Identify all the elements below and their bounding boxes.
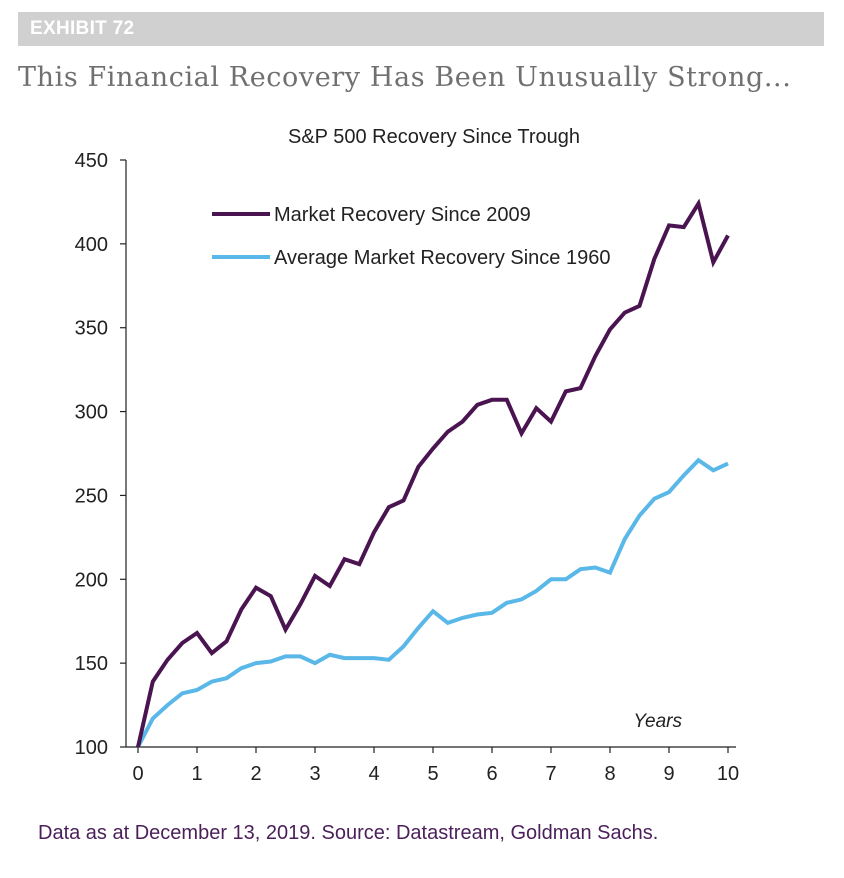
x-tick-label: 10 bbox=[717, 763, 739, 785]
x-tick-label: 3 bbox=[309, 763, 320, 785]
x-tick-label: 5 bbox=[427, 763, 438, 785]
y-tick-label: 100 bbox=[75, 737, 108, 759]
y-tick-label: 350 bbox=[75, 318, 108, 340]
series-layer bbox=[136, 198, 730, 748]
headline: This Financial Recovery Has Been Unusual… bbox=[18, 62, 792, 93]
exhibit-label: EXHIBIT 72 bbox=[30, 18, 135, 39]
y-tick-label: 450 bbox=[75, 150, 108, 172]
x-tick-label: 4 bbox=[368, 763, 379, 785]
x-tick-label: 2 bbox=[250, 763, 261, 785]
chart-axes: 100 150 200 250 300 350 400 450 0 1 2 3 4 5 6 7 8 9 10 bbox=[75, 150, 740, 785]
x-tick-label: 8 bbox=[604, 763, 615, 785]
chart-legend: Market Recovery Since 2009 Average Marke… bbox=[212, 204, 610, 269]
y-tick-label: 200 bbox=[75, 569, 108, 591]
footnote: Data as at December 13, 2019. Source: Da… bbox=[38, 822, 659, 844]
x-axis-label: Years bbox=[633, 711, 682, 732]
x-tick-label: 1 bbox=[191, 763, 202, 785]
y-tick-label: 400 bbox=[75, 234, 108, 256]
x-tick-label: 7 bbox=[545, 763, 556, 785]
chart-title: S&P 500 Recovery Since Trough bbox=[288, 126, 580, 148]
series-line-1960 bbox=[136, 457, 729, 748]
x-tick-label: 9 bbox=[663, 763, 674, 785]
x-tick-label: 6 bbox=[486, 763, 497, 785]
y-tick-label: 250 bbox=[75, 485, 108, 507]
legend-label-2009: Market Recovery Since 2009 bbox=[274, 204, 531, 226]
exhibit-bar: EXHIBIT 72 bbox=[18, 12, 824, 46]
y-tick-label: 150 bbox=[75, 653, 108, 675]
y-tick-label: 300 bbox=[75, 402, 108, 424]
legend-label-1960: Average Market Recovery Since 1960 bbox=[274, 247, 610, 269]
x-tick-label: 0 bbox=[132, 763, 143, 785]
series-line-2009 bbox=[136, 198, 730, 748]
recovery-chart: S&P 500 Recovery Since Trough 1001502002… bbox=[75, 126, 740, 785]
